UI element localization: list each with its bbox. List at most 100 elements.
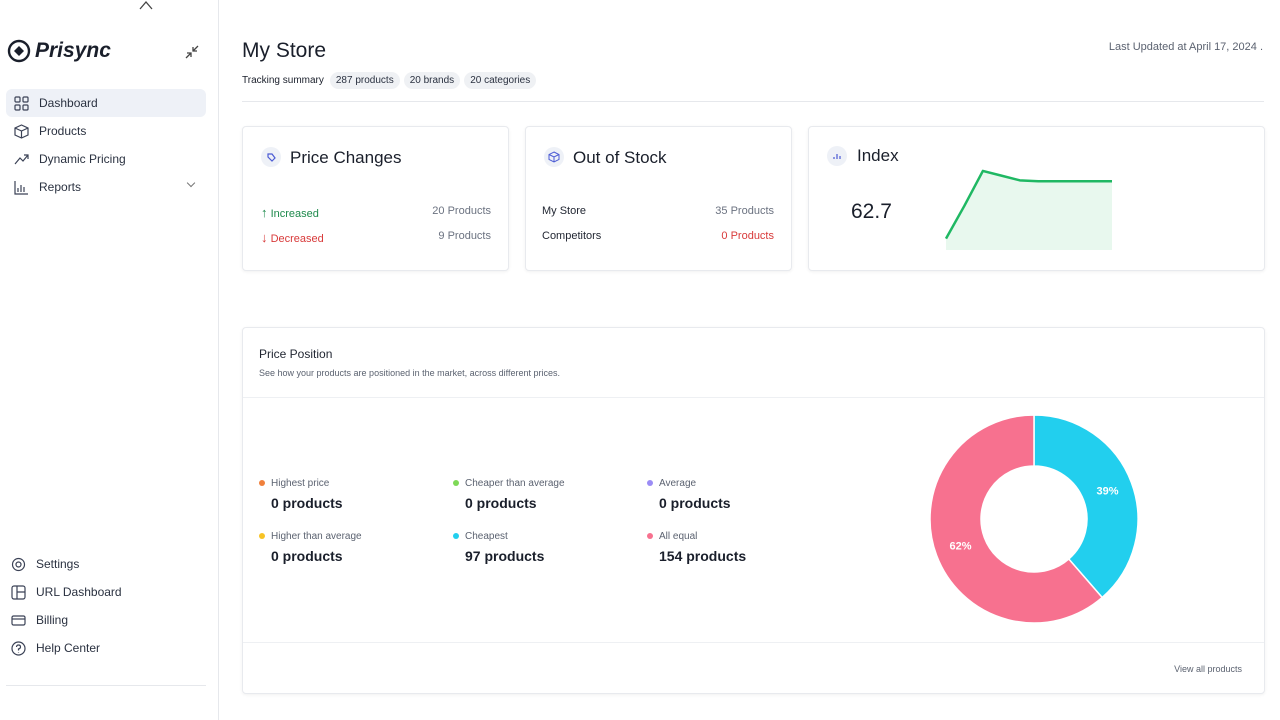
nav-icon <box>14 95 29 111</box>
stat-label: ↓ Decreased <box>261 230 324 245</box>
legend-count: 97 products <box>465 548 545 564</box>
divider <box>243 397 1264 398</box>
stat-value: 0 Products <box>721 230 774 242</box>
legend-dot <box>647 480 653 486</box>
stat-value: 9 Products <box>438 230 491 242</box>
stat-row: ↓ Decreased 9 Products <box>261 230 491 245</box>
legend-count: 0 products <box>271 548 343 564</box>
out-of-stock-card: Out of Stock My Store 35 Products Competi… <box>525 126 792 271</box>
legend-item: Cheaper than average 0 products <box>453 478 565 511</box>
legend-text: Cheapest <box>465 531 508 542</box>
legend-label: Higher than average <box>259 531 362 542</box>
nav-icon <box>11 557 26 571</box>
stat-value: 35 Products <box>715 205 774 217</box>
stat-label-text: Increased <box>270 208 319 220</box>
legend-count: 154 products <box>659 548 747 564</box>
nav-icon <box>11 584 26 600</box>
nav-item[interactable]: Products <box>6 117 206 145</box>
legend-label: Cheaper than average <box>453 478 565 489</box>
legend-dot <box>259 480 265 486</box>
legend-count: 0 products <box>659 495 731 511</box>
section-title: Price Position <box>259 347 333 361</box>
legend-count: 0 products <box>271 495 343 511</box>
stat-value: 20 Products <box>432 205 491 217</box>
nav-label: Help Center <box>36 641 101 655</box>
nav-item[interactable]: Dashboard <box>6 89 206 117</box>
legend-count: 0 products <box>465 495 537 511</box>
tracking-summary: Tracking summary 287 products 20 brands 20… <box>242 72 537 89</box>
nav-label: Settings <box>36 557 80 571</box>
legend-text: Highest price <box>271 478 330 489</box>
legend-text: Cheaper than average <box>465 478 565 489</box>
section-subtitle: See how your products are positioned in … <box>259 368 560 378</box>
card-icon <box>827 146 847 166</box>
page-title: My Store <box>242 39 327 62</box>
nav-label: URL Dashboard <box>36 585 122 599</box>
last-updated: Last Updated at April 17, 2024 . <box>1108 41 1263 53</box>
legend-label: Cheapest <box>453 531 544 542</box>
chips: 287 products 20 brands 20 categories <box>326 72 537 89</box>
nav-label: Dashboard <box>39 96 98 110</box>
index-card: Index 62.7 <box>808 126 1265 271</box>
stat-label: My Store <box>542 205 587 217</box>
nav-item[interactable]: Dynamic Pricing <box>6 145 206 173</box>
legend-item: Average 0 products <box>647 478 731 511</box>
brand: Prisync <box>35 39 111 62</box>
logo-icon <box>7 39 31 63</box>
nav-item[interactable]: Settings <box>3 550 203 578</box>
price-changes-card: Price Changes ↑ Increased 20 Products ↓ D… <box>242 126 509 271</box>
tracking-label: Tracking summary <box>242 75 324 86</box>
nav-icon <box>11 614 26 626</box>
legend-text: Average <box>659 478 697 489</box>
chevron <box>186 178 196 188</box>
legend-dot <box>453 533 459 539</box>
legend-label: Highest price <box>259 478 343 489</box>
nav-item[interactable]: Help Center <box>3 634 203 662</box>
card-title: Out of Stock <box>573 148 667 167</box>
nav-label: Reports <box>39 180 82 194</box>
view-all-link[interactable]: View all products <box>1174 664 1242 674</box>
sidebar: Prisync Dashboard Products Dynamic Pricing… <box>0 0 219 720</box>
stat-row: Competitors 0 Products <box>542 230 774 242</box>
stat-row: My Store 35 Products <box>542 205 774 217</box>
collapse-icon[interactable] <box>184 44 200 60</box>
legend-label: Average <box>647 478 731 489</box>
nav-icon <box>14 180 28 195</box>
chip: 20 categories <box>464 72 537 89</box>
legend-dot <box>259 533 265 539</box>
stat-row: ↑ Increased 20 Products <box>261 205 491 220</box>
stat-label: Competitors <box>542 230 602 242</box>
legend-item: All equal 154 products <box>647 531 746 564</box>
chip: 20 brands <box>403 72 461 89</box>
legend-item: Higher than average 0 products <box>259 531 362 564</box>
nav-label: Billing <box>36 613 69 627</box>
card-icon <box>544 147 564 167</box>
card-icon <box>261 147 281 167</box>
price-position-card: Price Position See how your products are… <box>242 327 1265 694</box>
chip: 287 products <box>329 72 400 89</box>
divider <box>6 685 206 686</box>
legend-item: Cheapest 97 products <box>453 531 544 564</box>
stat-label: ↑ Increased <box>261 205 319 220</box>
nav-item[interactable]: Billing <box>3 606 203 634</box>
nav-label: Products <box>39 124 87 138</box>
legend-dot <box>453 480 459 486</box>
legend-dot <box>647 533 653 539</box>
legend-item: Highest price 0 products <box>259 478 343 511</box>
legend-label: All equal <box>647 531 746 542</box>
card-title: Index <box>857 146 899 165</box>
index-value: 62.7 <box>851 200 892 223</box>
divider <box>243 642 1264 643</box>
card-title: Price Changes <box>290 148 402 167</box>
nav-icon <box>14 123 29 139</box>
nav-item[interactable]: URL Dashboard <box>3 578 203 606</box>
legend-text: Higher than average <box>271 531 362 542</box>
nav-icon <box>11 640 26 656</box>
collapse-arrow[interactable] <box>139 0 153 10</box>
stat-label-text: Decreased <box>270 233 324 245</box>
nav-icon <box>14 153 29 164</box>
nav-label: Dynamic Pricing <box>39 152 126 166</box>
divider <box>242 101 1264 102</box>
nav-item[interactable]: Reports <box>6 173 206 201</box>
